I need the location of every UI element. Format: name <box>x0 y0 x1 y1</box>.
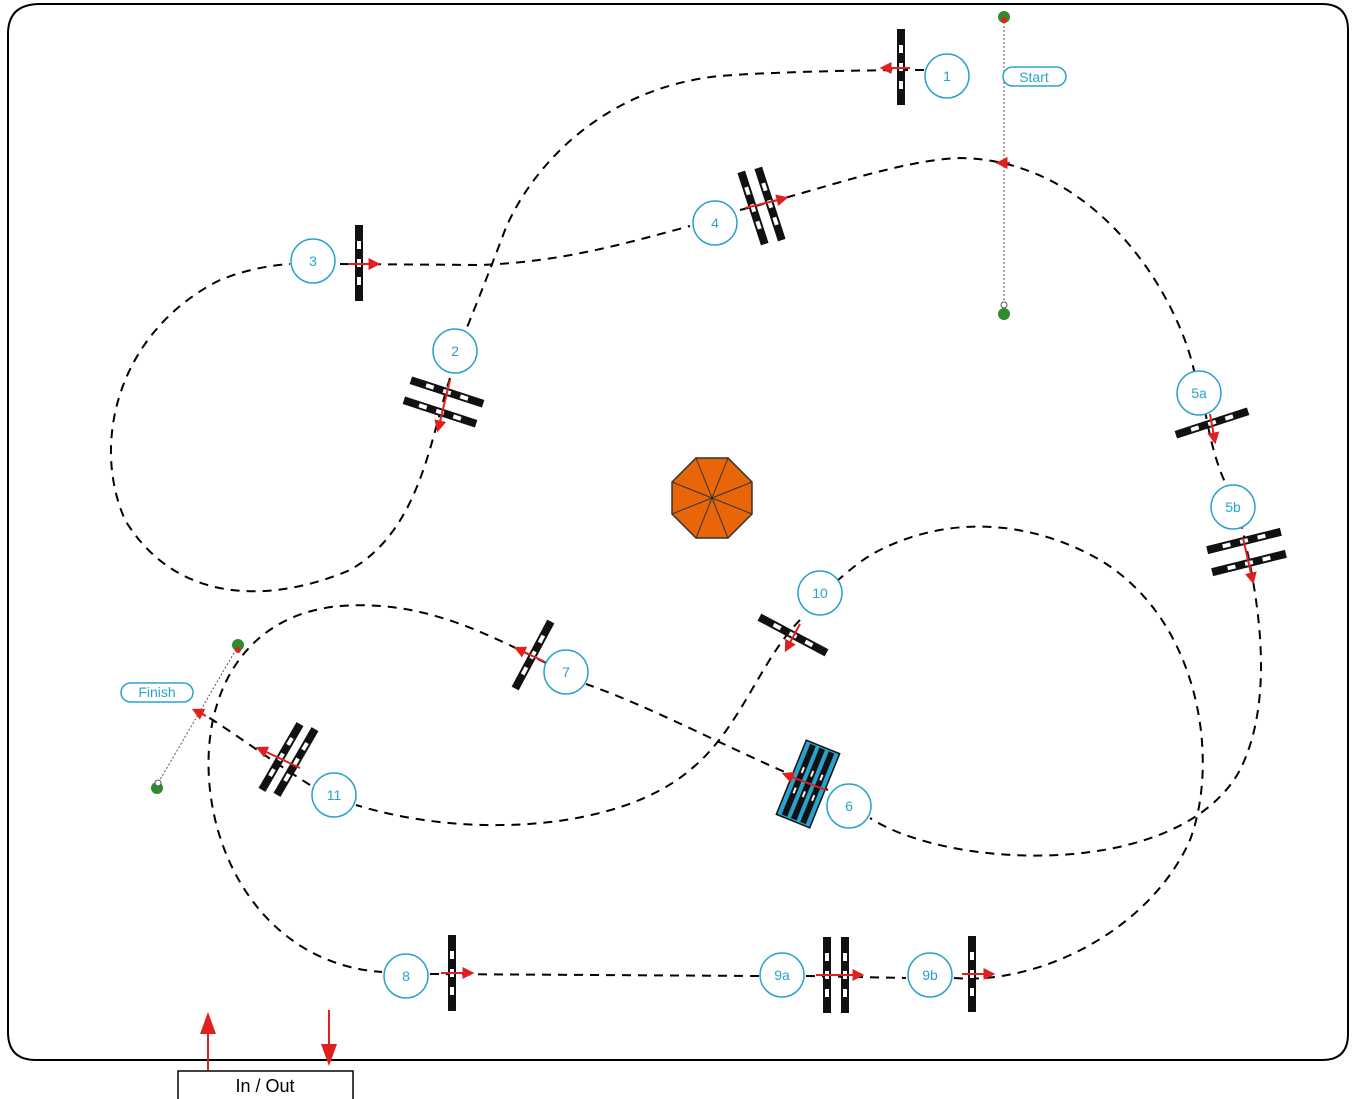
jump-number-3: 3 <box>290 238 336 284</box>
svg-text:6: 6 <box>845 798 853 814</box>
svg-text:9b: 9b <box>922 967 938 983</box>
jump-number-10: 10 <box>797 570 843 616</box>
jump-3-obstacle <box>348 225 381 301</box>
svg-text:7: 7 <box>562 664 570 680</box>
jump-number-9a: 9a <box>759 952 805 998</box>
svg-text:4: 4 <box>711 215 719 231</box>
jump-11-obstacle <box>255 722 319 797</box>
start-flag-bottom-icon <box>998 301 1010 320</box>
jump-number-7: 7 <box>543 649 589 695</box>
jump-number-11: 11 <box>311 772 357 818</box>
svg-text:9a: 9a <box>774 967 790 983</box>
jump-number-4: 4 <box>692 200 738 246</box>
in-out-gate: In / Out <box>177 1010 354 1099</box>
svg-text:5a: 5a <box>1191 385 1207 401</box>
jump-4-obstacle <box>737 166 789 246</box>
jump-number-8: 8 <box>383 953 429 999</box>
jump-8-obstacle <box>441 935 475 1011</box>
jump-9b-obstacle <box>962 936 996 1012</box>
octagon-umbrella-icon <box>671 457 753 539</box>
jump-number-6: 6 <box>826 783 872 829</box>
jump-5b-obstacle <box>1206 527 1287 585</box>
in-out-label: In / Out <box>235 1076 294 1096</box>
jump-1-obstacle <box>879 29 910 105</box>
svg-text:2: 2 <box>451 343 459 359</box>
svg-text:8: 8 <box>402 968 410 984</box>
jump-5a-obstacle <box>1174 407 1250 445</box>
jump-7-obstacle <box>511 619 555 691</box>
course-path <box>109 69 1262 980</box>
finish-label: Finish <box>120 682 194 703</box>
finish-flag-top-icon <box>232 639 244 653</box>
jump-number-2: 2 <box>432 328 478 374</box>
out-arrow-icon <box>321 1010 337 1066</box>
jump-number-9b: 9b <box>907 952 953 998</box>
jump-number-1: 1 <box>924 53 970 99</box>
svg-text:Finish: Finish <box>138 684 175 700</box>
start-flag-top-icon <box>998 11 1010 23</box>
svg-text:3: 3 <box>309 253 317 269</box>
svg-text:10: 10 <box>812 585 828 601</box>
finish-line <box>151 639 244 794</box>
jump-number-5b: 5b <box>1210 484 1256 530</box>
jump-number-5a: 5a <box>1176 370 1222 416</box>
finish-flag-bottom-icon <box>151 779 163 794</box>
svg-text:1: 1 <box>943 68 951 84</box>
arena-border <box>7 3 1349 1061</box>
jump-9a-obstacle <box>816 937 865 1013</box>
jump-10-obstacle <box>757 613 829 657</box>
svg-text:11: 11 <box>327 787 342 803</box>
svg-text:5b: 5b <box>1225 499 1241 515</box>
jump-6-water-obstacle <box>775 739 841 829</box>
start-line <box>995 11 1010 320</box>
in-arrow-icon <box>200 1012 216 1070</box>
start-label: Start <box>1002 66 1067 87</box>
jump-2-obstacle <box>402 376 485 433</box>
svg-text:Start: Start <box>1019 69 1049 85</box>
